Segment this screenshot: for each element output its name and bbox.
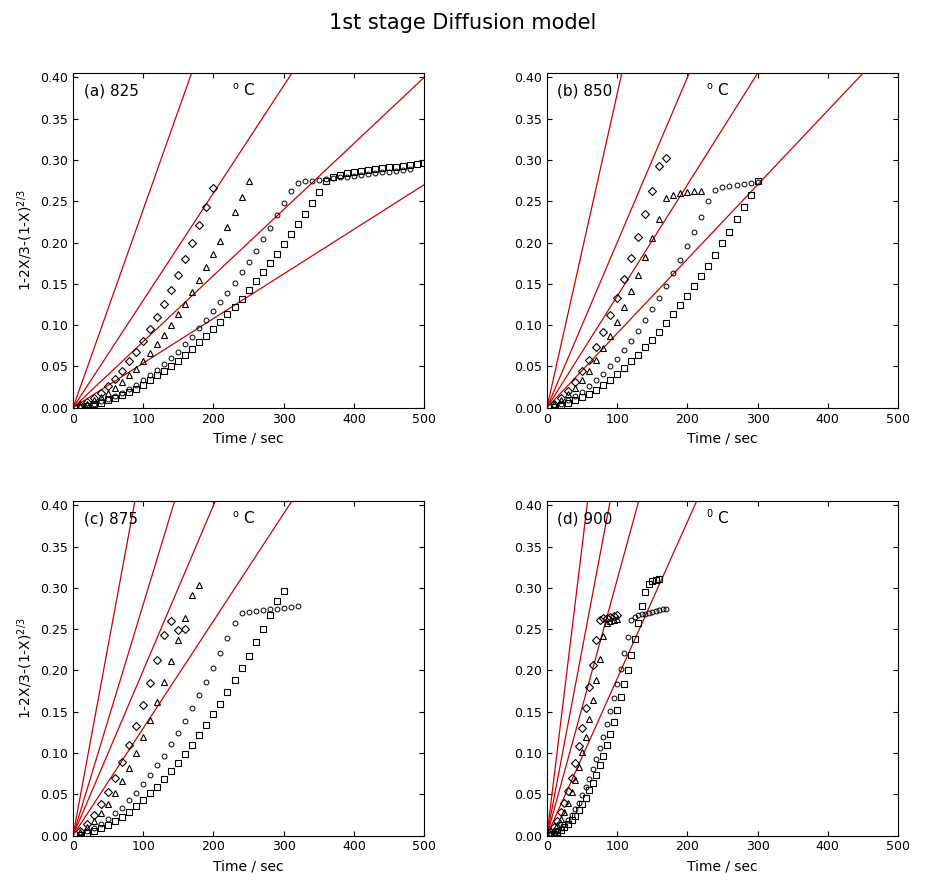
Text: 1st stage Diffusion model: 1st stage Diffusion model: [328, 13, 597, 34]
Text: o: o: [707, 81, 712, 91]
Text: (d) 900: (d) 900: [558, 511, 618, 527]
Text: o: o: [233, 509, 239, 519]
Text: (c) 875: (c) 875: [83, 511, 142, 527]
Y-axis label: 1-2X/3-(1-X)$^{2/3}$: 1-2X/3-(1-X)$^{2/3}$: [15, 190, 34, 291]
Text: (a) 825: (a) 825: [83, 83, 143, 99]
Text: C: C: [717, 83, 728, 99]
Text: (b) 850: (b) 850: [558, 83, 618, 99]
Text: C: C: [243, 83, 253, 99]
X-axis label: Time / sec: Time / sec: [687, 859, 758, 873]
X-axis label: Time / sec: Time / sec: [214, 859, 284, 873]
Y-axis label: 1-2X/3-(1-X)$^{2/3}$: 1-2X/3-(1-X)$^{2/3}$: [15, 617, 34, 719]
X-axis label: Time / sec: Time / sec: [687, 431, 758, 445]
Text: 0: 0: [707, 509, 713, 519]
Text: o: o: [233, 81, 239, 91]
X-axis label: Time / sec: Time / sec: [214, 431, 284, 445]
Text: C: C: [717, 511, 728, 527]
Text: C: C: [243, 511, 253, 527]
